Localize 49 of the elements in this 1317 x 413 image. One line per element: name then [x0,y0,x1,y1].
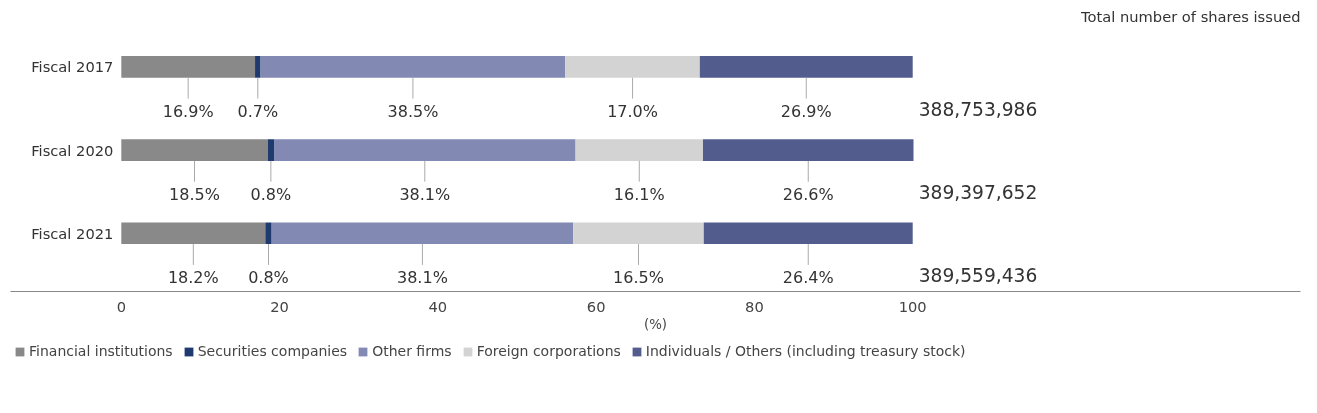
bar [265,222,272,245]
x-axis-title: (%) [643,316,668,332]
annotation: 389,559,436 [918,265,1038,287]
annotation: 388,753,986 [918,98,1038,120]
y-tick-label: Fiscal 2017 [31,58,114,76]
legend-label: Individuals / Others (including treasury stock) [645,343,966,359]
x-tick-label: 100 [898,297,927,315]
data-label: 38.1% [399,185,451,205]
data-label: 38.1% [397,268,448,288]
bar [575,139,703,161]
bar [260,56,566,78]
bar [573,222,704,245]
data-label: 0.7% [237,101,279,121]
annotation: 389,397,652 [918,182,1038,204]
legend-label: Other firms [372,343,452,359]
data-label: 0.8% [248,268,289,288]
x-tick-label: 40 [428,297,448,315]
x-tick-label: 80 [745,297,764,315]
bar [703,222,913,245]
bar [267,139,275,161]
data-label: 26.9% [780,101,832,121]
legend-label: Securities companies [197,343,348,359]
y-tick-label: Fiscal 2020 [31,141,114,159]
bar [121,222,266,245]
data-label: 16.9% [162,101,214,121]
y-tick-label: Fiscal 2021 [31,224,114,242]
data-label: 18.5% [169,185,220,205]
bar [274,139,576,161]
data-label: 16.5% [613,268,664,288]
x-tick-label: 60 [586,297,606,315]
bar [121,56,256,78]
text: Total number of shares issued [1080,7,1301,25]
legend-label: Financial institutions [29,343,173,359]
legend-label: Foreign corporations [476,343,621,359]
bar [121,139,268,161]
data-label: 16.1% [613,185,665,205]
x-tick-label: 20 [270,297,289,315]
data-label: 18.2% [167,268,219,288]
data-label: 38.5% [387,101,439,121]
bar [565,56,700,78]
data-label: 26.6% [782,185,834,205]
bar [702,139,914,161]
x-tick-label: 0 [116,297,126,315]
bar [271,222,574,245]
bar [699,56,913,78]
data-label: 17.0% [607,101,658,121]
data-label: 0.8% [250,185,292,205]
data-label: 26.4% [782,268,834,288]
bar [255,56,261,78]
